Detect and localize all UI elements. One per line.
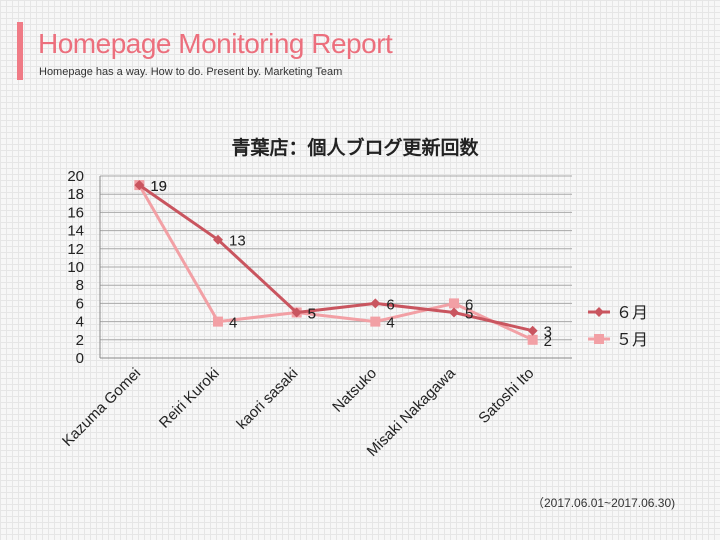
accent-bar bbox=[17, 22, 23, 80]
data-label: 3 bbox=[544, 324, 552, 341]
data-label: 5 bbox=[308, 306, 316, 323]
series-line bbox=[138, 184, 534, 342]
data-point bbox=[527, 334, 538, 345]
chart-title: 青葉店：個人ブログ更新回数 bbox=[231, 136, 479, 159]
data-point bbox=[370, 298, 381, 309]
data-point bbox=[449, 298, 459, 309]
x-tick-label: Satoshi Ito bbox=[475, 365, 537, 427]
data-point bbox=[134, 180, 145, 191]
data-label: 19 bbox=[150, 178, 167, 195]
date-range: （2017.06.01~2017.06.30) bbox=[532, 496, 676, 510]
data-label: 2 bbox=[544, 333, 552, 350]
data-label: 5 bbox=[308, 306, 316, 323]
x-tick-label: Reiri Kuroki bbox=[156, 365, 223, 432]
y-tick-label: 0 bbox=[76, 350, 84, 367]
data-label: 5 bbox=[465, 306, 473, 323]
legend-label: ６月 bbox=[616, 303, 648, 322]
data-point bbox=[213, 234, 223, 245]
y-tick-label: 12 bbox=[67, 241, 84, 258]
x-tick-label: Kazuma Gomei bbox=[59, 365, 144, 450]
data-label: 19 bbox=[150, 178, 167, 195]
y-tick-label: 6 bbox=[76, 295, 84, 312]
y-tick-label: 20 bbox=[67, 168, 84, 185]
data-label: 6 bbox=[465, 296, 473, 313]
y-tick-label: 2 bbox=[76, 332, 84, 349]
data-label: 4 bbox=[386, 315, 394, 332]
data-point bbox=[213, 316, 223, 327]
data-point bbox=[449, 307, 459, 318]
data-label: 4 bbox=[229, 315, 237, 332]
data-point bbox=[370, 316, 381, 327]
series-line bbox=[138, 183, 534, 333]
page-subtitle: Homepage has a way. How to do. Present b… bbox=[39, 66, 343, 78]
legend-label: ５月 bbox=[616, 330, 648, 349]
y-tick-label: 16 bbox=[67, 204, 84, 221]
legend-marker bbox=[594, 334, 604, 344]
y-tick-label: 8 bbox=[76, 277, 84, 294]
data-point bbox=[291, 307, 302, 318]
x-tick-label: Natsuko bbox=[329, 365, 380, 416]
data-point bbox=[527, 325, 538, 336]
data-label: 13 bbox=[229, 233, 246, 250]
y-tick-label: 14 bbox=[67, 223, 84, 240]
legend-marker bbox=[594, 307, 604, 317]
page-title: Homepage Monitoring Report bbox=[38, 28, 393, 59]
y-tick-label: 10 bbox=[67, 259, 84, 276]
x-tick-label: kaori sasaki bbox=[233, 365, 301, 433]
data-label: 6 bbox=[386, 296, 394, 313]
chart-gridlines bbox=[100, 175, 572, 359]
y-tick-label: 18 bbox=[67, 186, 84, 203]
y-tick-label: 4 bbox=[76, 314, 84, 331]
